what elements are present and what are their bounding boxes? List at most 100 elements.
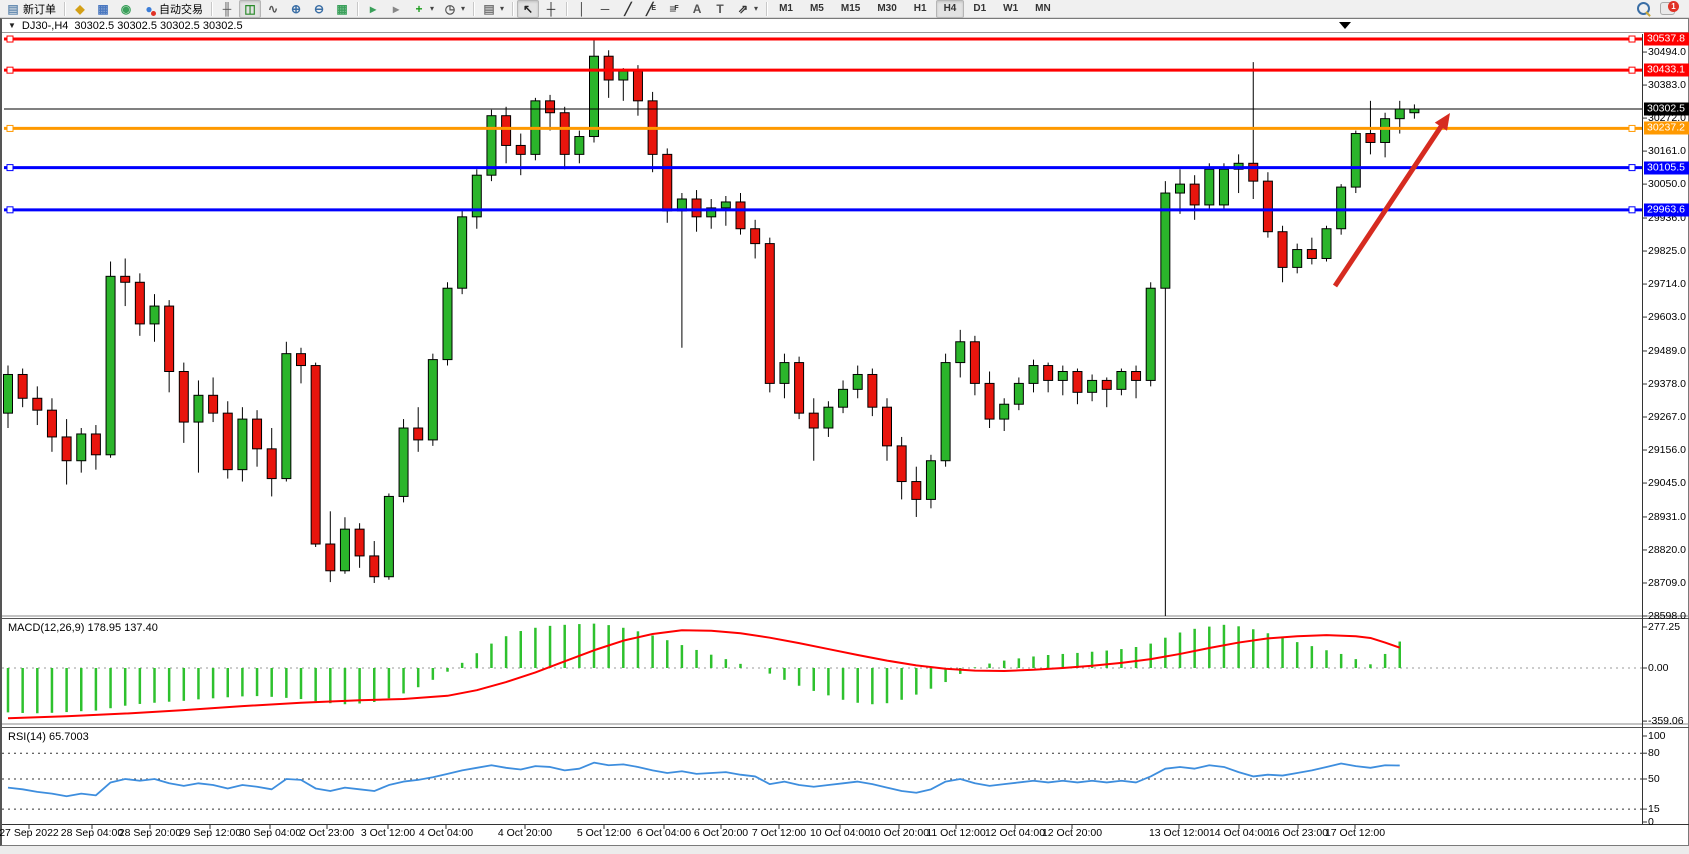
candle-body <box>882 406 892 447</box>
price-axis-tick: 29156.0 <box>1648 444 1686 457</box>
price-axis-tick: 30494.0 <box>1648 46 1686 59</box>
notifications-icon[interactable]: 1 <box>1660 1 1679 15</box>
time-axis-label: 5 Oct 12:00 <box>576 827 632 839</box>
candle-body <box>691 198 702 218</box>
line-handle <box>1628 35 1636 43</box>
candle-body <box>1409 108 1420 114</box>
timeframe-button-m1[interactable]: M1 <box>771 0 801 18</box>
zoom-out-button[interactable]: ⊖ <box>308 0 330 18</box>
rsi-axis-tick: 0 <box>1648 816 1654 828</box>
candle-body <box>296 353 306 367</box>
market-watch-button[interactable]: ◆ <box>69 0 91 18</box>
timeframe-button-w1[interactable]: W1 <box>995 0 1026 18</box>
window-menu-icon[interactable]: ▼ <box>8 21 16 30</box>
cursor-button[interactable]: ↖ <box>517 0 540 18</box>
text-button[interactable]: A <box>686 0 708 18</box>
fibonacci-icon: ≡ F <box>669 1 679 16</box>
bar-chart-button[interactable]: ╫ <box>216 0 238 18</box>
template-icon: ▤ <box>483 1 495 16</box>
candle-body <box>589 55 599 138</box>
auto-scroll-button[interactable]: ▸ <box>362 0 384 18</box>
autotrading-button[interactable]: ● 自动交易 <box>138 0 207 18</box>
vertical-line-button[interactable]: │ <box>571 0 593 18</box>
time-axis-label: 13 Oct 12:00 <box>1148 827 1210 839</box>
time-axis-label: 28 Sep 20:00 <box>118 827 182 839</box>
line-chart-button[interactable]: ∿ <box>262 0 284 18</box>
trendline-icon: ╱ <box>624 1 632 16</box>
toolbar-separator <box>566 1 568 16</box>
price-line-badge: 30537.8 <box>1644 32 1689 46</box>
candle-body <box>764 243 775 384</box>
candlestick-chart-button[interactable]: ◫ <box>239 0 261 18</box>
equidistant-channel-button[interactable]: ╱ E <box>640 0 662 18</box>
chevron-down-icon[interactable]: ▾ <box>500 4 505 13</box>
timeframe-button-m5[interactable]: M5 <box>802 0 832 18</box>
candle-body <box>999 403 1010 420</box>
indicators-button[interactable]: + ▾ <box>408 0 438 18</box>
timeframe-button-mn[interactable]: MN <box>1027 0 1059 18</box>
timeframe-button-h1[interactable]: H1 <box>906 0 935 18</box>
chart-ohlc-values: 30302.5 30302.5 30302.5 30302.5 <box>74 19 243 32</box>
candle-body <box>471 174 482 218</box>
text-icon: A <box>692 1 702 16</box>
text-label-button[interactable]: T <box>709 0 731 18</box>
toolbar-separator <box>357 1 358 16</box>
periods-button[interactable]: ◷ ▾ <box>439 0 469 18</box>
timeframe-label: M15 <box>840 3 861 14</box>
chevron-down-icon[interactable]: ▾ <box>430 4 435 13</box>
time-axis-label: 6 Oct 04:00 <box>636 827 692 839</box>
cursor-icon: ↖ <box>523 1 534 16</box>
new-order-button-label: 新订单 <box>23 3 56 16</box>
templates-button[interactable]: ▤ ▾ <box>478 0 508 18</box>
bar-chart-icon: ╫ <box>222 1 232 16</box>
chevron-down-icon[interactable]: ▾ <box>754 4 759 13</box>
candle-body <box>369 555 380 578</box>
chart-window[interactable]: ▼ DJ30-,H4 30302.5 30302.5 30302.5 30302… <box>0 18 1689 846</box>
candle-body <box>383 495 394 578</box>
arrow-objects-icon: ⇗ <box>738 1 749 16</box>
arrows-button[interactable]: ⇗ ▾ <box>732 0 762 18</box>
search-icon[interactable] <box>1637 2 1650 15</box>
timeframe-button-m15[interactable]: M15 <box>833 0 868 18</box>
crosshair-button[interactable]: ┼ <box>540 0 562 18</box>
timeframe-label: W1 <box>1003 3 1019 14</box>
candle-body <box>838 388 849 408</box>
candle-body <box>61 436 72 462</box>
navigator-button[interactable]: ◉ <box>115 0 137 18</box>
fibonacci-button[interactable]: ≡ F <box>663 0 685 18</box>
market-watch-icon: ◆ <box>75 1 85 16</box>
chart-shift-button[interactable]: ▸ <box>385 0 407 18</box>
candle-body <box>1087 379 1098 393</box>
timeframe-button-d1[interactable]: D1 <box>965 0 994 18</box>
candle-body <box>779 362 790 384</box>
timeframe-button-h4[interactable]: H4 <box>935 0 965 18</box>
horizontal-line-button[interactable]: ─ <box>594 0 616 18</box>
candle-body <box>1028 365 1039 384</box>
chart-area[interactable] <box>2 19 1689 847</box>
clock-icon: ◷ <box>444 1 456 16</box>
chart-title-bar[interactable]: ▼ DJ30-,H4 30302.5 30302.5 30302.5 30302… <box>2 19 1688 33</box>
candle-body <box>1145 287 1156 381</box>
timeframe-label: M30 <box>877 3 897 14</box>
candle-body <box>1350 133 1361 188</box>
data-window-icon: ▦ <box>97 1 109 16</box>
data-window-button[interactable]: ▦ <box>92 0 114 18</box>
timeframe-label: MN <box>1035 3 1051 14</box>
new-order-button[interactable]: ▤ 新订单 <box>2 0 60 18</box>
zoom-in-icon: ⊕ <box>290 1 302 16</box>
trendline-button[interactable]: ╱ <box>617 0 639 18</box>
tile-windows-button[interactable]: ▦ <box>331 0 353 18</box>
price-axis-tick: 28931.0 <box>1648 510 1686 523</box>
chart-shift-icon: ▸ <box>392 1 400 16</box>
candle-body <box>662 153 673 212</box>
candle-body <box>1336 186 1347 230</box>
time-axis-label: 4 Oct 20:00 <box>497 827 553 839</box>
price-line-badge: 30105.5 <box>1644 161 1689 175</box>
candle-body <box>486 115 497 176</box>
chevron-down-icon[interactable]: ▾ <box>461 4 466 13</box>
candle-body <box>735 201 746 230</box>
zoom-in-button[interactable]: ⊕ <box>285 0 307 18</box>
toolbar-separator <box>211 1 212 16</box>
timeframe-button-m30[interactable]: M30 <box>869 0 904 18</box>
time-axis-label: 16 Oct 23:00 <box>1267 827 1329 839</box>
